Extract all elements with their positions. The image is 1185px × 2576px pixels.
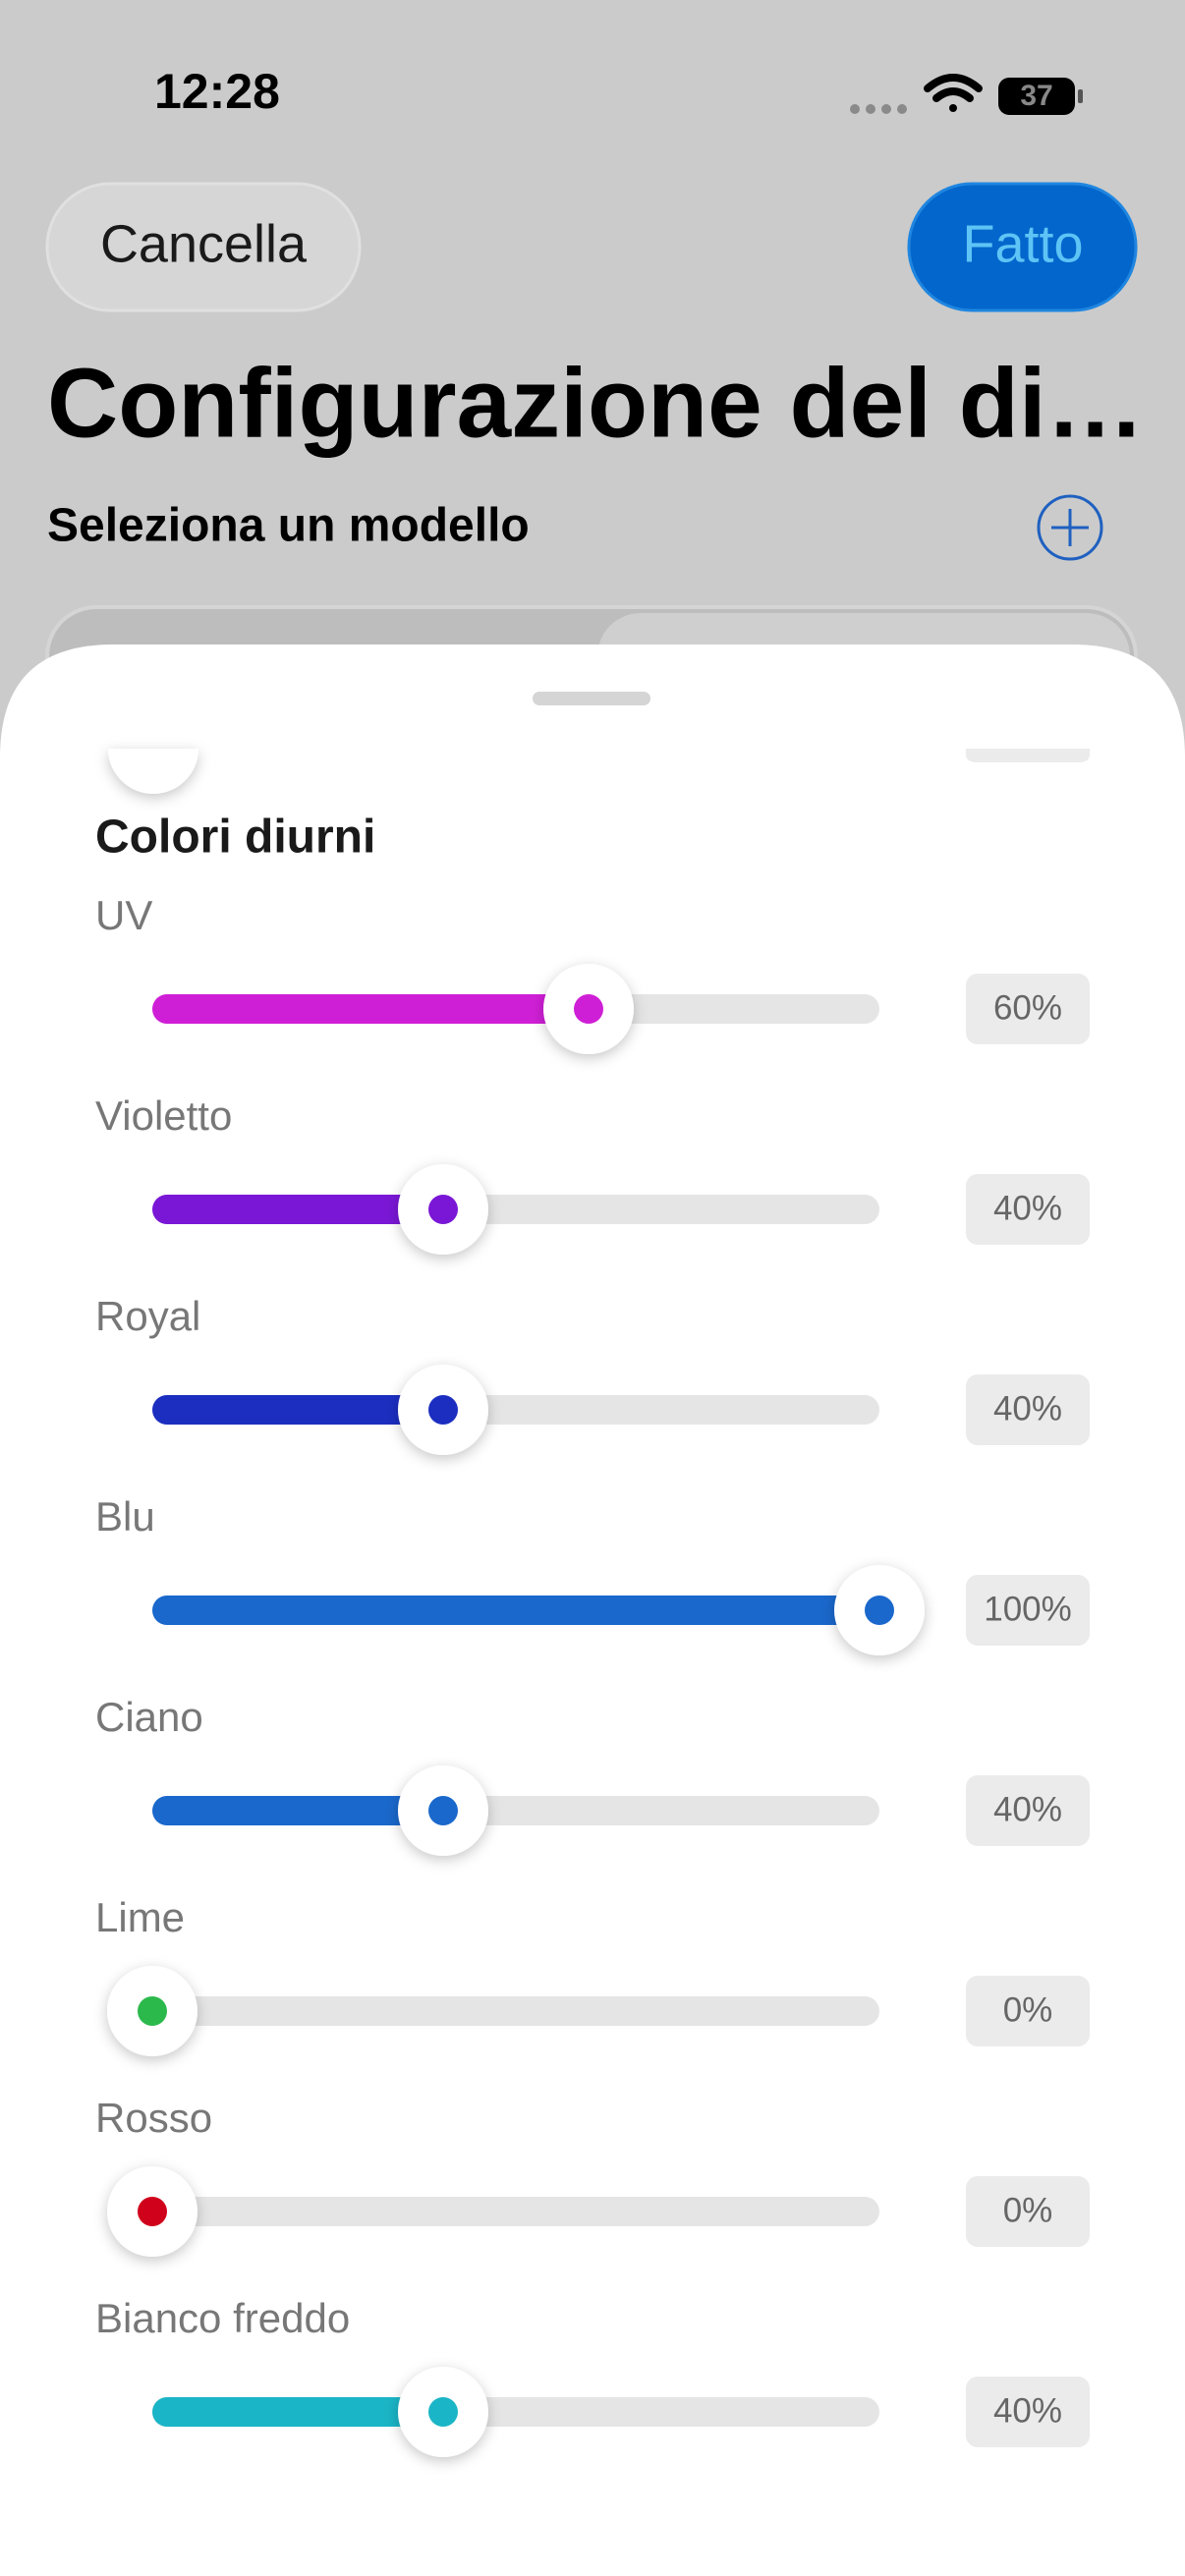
slider-knob-dot [865, 1596, 894, 1625]
value-box [966, 2176, 1090, 2247]
value-box [966, 1976, 1090, 2046]
cancel-label: Cancella [100, 214, 308, 273]
slider-label: Bianco freddo [95, 2295, 350, 2341]
value-box [966, 2377, 1090, 2447]
value-label: 40% [993, 1389, 1062, 1428]
slider-fill [152, 994, 589, 1024]
section-title: Colori diurni [95, 812, 375, 864]
value-box [966, 1374, 1090, 1445]
slider-label: Blu [95, 1493, 155, 1540]
value-label: 40% [993, 2391, 1062, 2430]
slider-knob-dot [574, 994, 603, 1024]
slider-label: Royal [95, 1293, 200, 1339]
battery [998, 78, 1075, 115]
add-button[interactable] [1037, 494, 1103, 561]
battery-level: 37 [1020, 80, 1052, 112]
value-label: 40% [993, 1189, 1062, 1227]
scrolled-content [108, 749, 1090, 794]
slider-label: Ciano [95, 1694, 203, 1740]
slider-track[interactable] [152, 2197, 879, 2226]
slider-label: Rosso [95, 2095, 212, 2141]
value-box [966, 1775, 1090, 1846]
slider-knob-dot [428, 2397, 458, 2427]
slider-list: UV 60% Violetto 40% Royal 40% Blu 100% Ciano 40% L… [95, 892, 1090, 2457]
slider-fill [152, 1596, 879, 1625]
slider-label: UV [95, 892, 152, 938]
value-label: 60% [993, 988, 1062, 1027]
done-label: Fatto [962, 214, 1083, 273]
value-label: 40% [993, 1790, 1062, 1828]
page-title: Configurazione del di… [47, 348, 1145, 458]
slider-track[interactable] [152, 1996, 879, 2026]
status-time: 12:28 [154, 64, 280, 119]
slider-fill [152, 1796, 443, 1825]
battery-tip [1078, 89, 1083, 103]
signal [850, 104, 907, 114]
slider-label: Lime [95, 1894, 185, 1940]
slider-knob-dot [138, 1996, 167, 2026]
slider-knob-dot [428, 1195, 458, 1224]
slider-fill [152, 2397, 443, 2427]
value-box [966, 1575, 1090, 1646]
sheet-handle[interactable] [533, 692, 650, 705]
slider-knob-dot [428, 1796, 458, 1825]
value-box [966, 1174, 1090, 1245]
slider-fill [152, 1195, 443, 1224]
value-label: 0% [1003, 1990, 1053, 2029]
done-button[interactable] [907, 182, 1138, 312]
value-label: 0% [1003, 2191, 1053, 2229]
slider-knob-dot [138, 2197, 167, 2226]
slider-knob-dot [428, 1395, 458, 1425]
value-label: 100% [984, 1590, 1072, 1628]
slider-fill [152, 1395, 443, 1425]
slider-label: Violetto [95, 1092, 232, 1139]
cancel-button[interactable] [45, 182, 362, 312]
subtitle: Seleziona un modello [47, 500, 530, 552]
value-box [966, 974, 1090, 1044]
wifi [924, 74, 983, 112]
